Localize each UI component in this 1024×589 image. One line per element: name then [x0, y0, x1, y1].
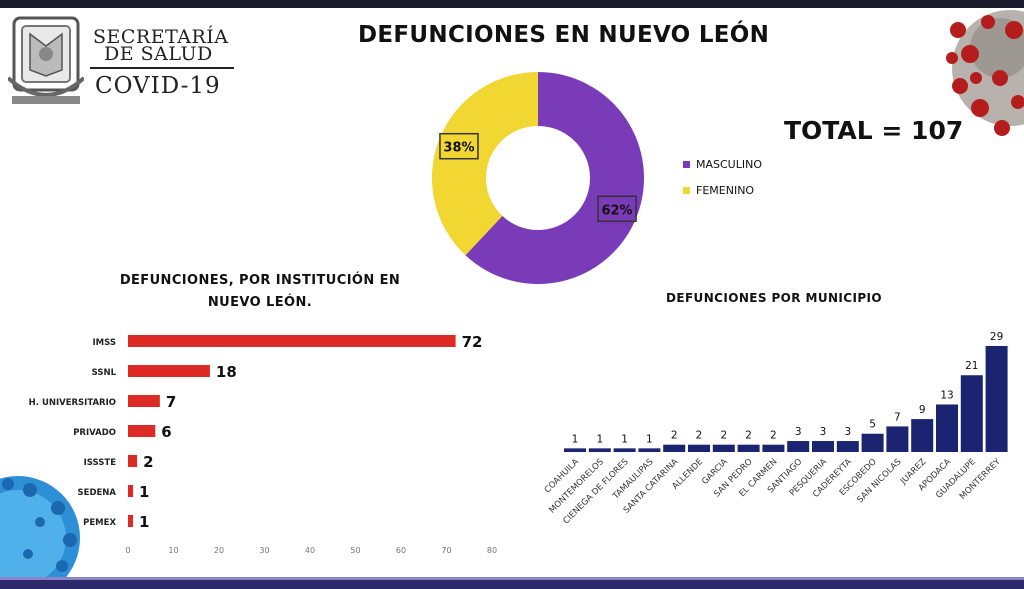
- institution-bar: [128, 515, 133, 527]
- municipio-bar: [564, 448, 586, 452]
- municipio-bar: [663, 444, 686, 452]
- org-name-line1: SECRETARÍA: [93, 26, 229, 48]
- bottom-accent-line: [0, 577, 1024, 580]
- org-name-line3: COVID-19: [95, 73, 221, 99]
- municipio-value-label: 1: [596, 433, 603, 445]
- bottom-bar: [0, 580, 1024, 589]
- municipio-bar: [911, 419, 934, 452]
- donut-legend: MASCULINO FEMENINO: [683, 158, 762, 210]
- municipio-value-label: 3: [820, 426, 827, 438]
- municipio-value-label: 1: [646, 433, 653, 445]
- municipio-value-label: 3: [795, 426, 802, 438]
- municipio-value-label: 3: [844, 426, 851, 438]
- institution-label: PRIVADO: [73, 428, 116, 438]
- municipio-value-label: 9: [919, 404, 926, 416]
- donut-label-femenino: 38%: [439, 132, 479, 160]
- municipio-bar: [613, 448, 636, 452]
- municipio-value-label: 2: [770, 430, 777, 442]
- institution-value-label: 1: [139, 513, 149, 531]
- svg-text:62%: 62%: [601, 203, 632, 218]
- institution-x-tick: 20: [214, 546, 224, 555]
- municipio-value-label: 2: [696, 430, 703, 442]
- coat-of-arms-seal-icon: [8, 16, 84, 104]
- legend-swatch-masculino: [683, 161, 690, 168]
- municipio-bar: [762, 444, 785, 452]
- institution-label: H. UNIVERSITARIO: [29, 398, 116, 408]
- municipio-bar: [712, 444, 735, 452]
- institution-x-tick: 80: [487, 546, 497, 555]
- municipio-bar: [688, 444, 710, 452]
- municipio-bar: [861, 433, 884, 452]
- legend-item-masculino: MASCULINO: [683, 158, 762, 171]
- municipio-bar: [737, 444, 760, 452]
- donut-slice-femenino: [432, 72, 538, 256]
- municipio-value-label: 13: [940, 389, 953, 401]
- institution-value-label: 6: [161, 423, 171, 441]
- municipio-bar: [812, 441, 834, 452]
- institution-x-tick: 40: [305, 546, 315, 555]
- municipio-bar: [588, 448, 611, 452]
- institution-value-label: 7: [166, 393, 176, 411]
- institution-x-tick: 70: [441, 546, 451, 555]
- gender-donut-chart: 62% 38%: [432, 72, 644, 284]
- legend-label-masculino: MASCULINO: [696, 158, 762, 171]
- institution-x-tick: 10: [168, 546, 178, 555]
- municipio-value-label: 1: [621, 433, 628, 445]
- institution-x-tick: 30: [259, 546, 269, 555]
- municipio-bar: [985, 346, 1008, 452]
- municipio-bar: [787, 441, 810, 452]
- coronavirus-icon: [946, 10, 1024, 136]
- institution-label: PEMEX: [83, 518, 116, 528]
- institution-chart-title: DEFUNCIONES, POR INSTITUCIÓN EN NUEVO LE…: [119, 273, 401, 310]
- municipio-bar: [960, 375, 983, 452]
- institution-bar: [128, 455, 138, 467]
- municipio-value-label: 29: [990, 331, 1003, 343]
- top-bar: [0, 0, 1024, 8]
- municipio-bar: [836, 441, 859, 452]
- institution-label: SEDENA: [78, 488, 117, 498]
- virus-icon: [0, 476, 80, 580]
- org-name-line2: DE SALUD: [104, 43, 213, 65]
- institution-value-label: 18: [216, 363, 237, 381]
- donut-label-masculino: 62%: [597, 195, 637, 223]
- municipio-label: SAN NICOLAS: [855, 457, 903, 505]
- municipio-value-label: 7: [894, 411, 901, 423]
- org-divider: [90, 67, 234, 69]
- municipio-value-label: 21: [965, 360, 978, 372]
- donut-slice-masculino: [465, 72, 644, 284]
- municipio-value-label: 2: [720, 430, 727, 442]
- institution-bar: [128, 365, 210, 377]
- legend-swatch-femenino: [683, 187, 690, 194]
- institution-x-tick: 50: [350, 546, 360, 555]
- municipio-bar: [936, 404, 958, 452]
- institution-label: SSNL: [92, 368, 117, 378]
- legend-item-femenino: FEMENINO: [683, 184, 762, 197]
- institution-x-tick: 0: [125, 546, 130, 555]
- municipio-bar: [886, 426, 909, 452]
- svg-text:38%: 38%: [443, 141, 474, 156]
- institution-bar: [128, 395, 160, 407]
- institution-label: ISSSTE: [84, 458, 117, 468]
- institution-bar: [128, 335, 456, 347]
- institution-x-tick: 60: [396, 546, 406, 555]
- municipio-value-label: 2: [745, 430, 752, 442]
- institution-bar: [128, 425, 156, 437]
- total-deaths: TOTAL = 107: [784, 116, 964, 145]
- institution-value-label: 72: [462, 333, 483, 351]
- municipio-bar: [638, 448, 661, 452]
- municipio-chart-title: DEFUNCIONES POR MUNICIPIO: [666, 291, 883, 305]
- institution-value-label: 1: [139, 483, 149, 501]
- institution-value-label: 2: [143, 453, 153, 471]
- municipio-value-label: 2: [671, 430, 678, 442]
- municipio-value-label: 5: [869, 419, 876, 431]
- legend-label-femenino: FEMENINO: [696, 184, 755, 197]
- institution-label: IMSS: [93, 338, 116, 348]
- municipio-value-label: 1: [572, 433, 579, 445]
- institution-bar: [128, 485, 133, 497]
- page-title: DEFUNCIONES EN NUEVO LEÓN: [358, 22, 770, 48]
- institution-bar-chart: IMSS 72 SSNL 18 H. UNIVERSITARIO 7 PRIVADO 6 ISS…: [29, 333, 497, 555]
